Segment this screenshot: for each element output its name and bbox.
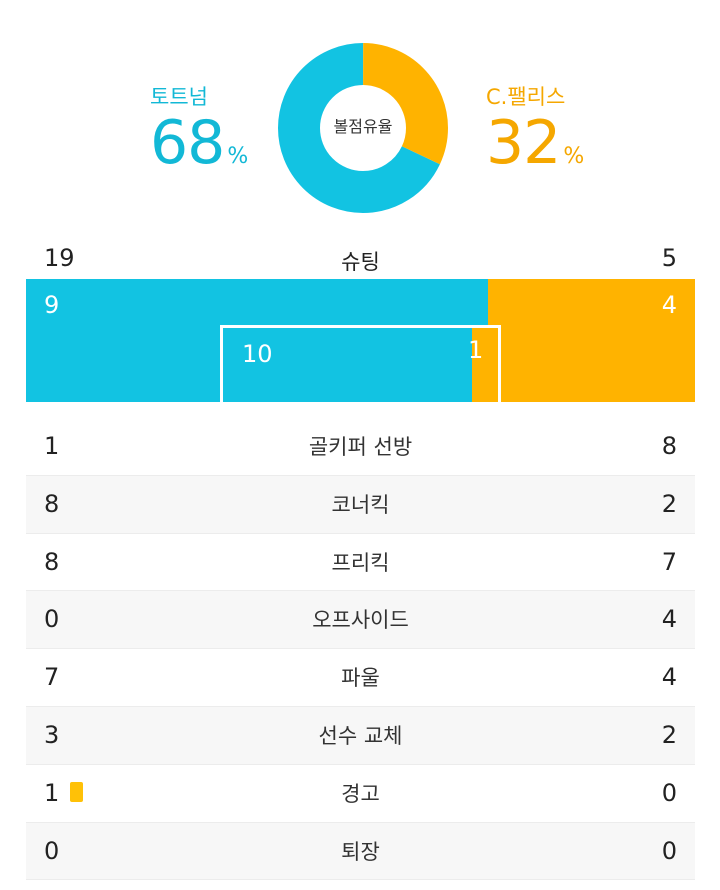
stat-label: 파울	[341, 666, 380, 691]
home-shots-total: 19	[44, 244, 75, 272]
stat-label: 퇴장	[341, 839, 380, 864]
away-stat-value: 2	[661, 489, 677, 518]
stat-row-corners: 8 코너킥 2	[26, 475, 695, 534]
penalty-box-outline	[220, 325, 501, 402]
away-stat-value: 8	[661, 432, 677, 460]
home-stat-value: 7	[44, 663, 60, 692]
home-shots-inside-box: 10	[242, 340, 273, 368]
home-stat-value: 3	[44, 720, 60, 749]
stat-row-yellow-cards: 1 경고 0	[26, 765, 695, 823]
possession-donut-chart	[278, 43, 448, 213]
home-stat-value: 0	[44, 605, 60, 634]
stat-label: 경고	[341, 781, 380, 806]
home-stat-value: 0	[44, 836, 60, 865]
away-stat-value: 4	[661, 663, 677, 692]
stat-label: 선수 교체	[318, 723, 403, 748]
shots-header: 19 슈팅 5	[26, 240, 695, 276]
away-stat-value: 7	[661, 547, 677, 576]
home-stat-value: 8	[44, 489, 60, 518]
home-possession-unit: %	[227, 144, 249, 169]
possession-section: 토트넘 68% 볼점유율 C.팰리스 32%	[0, 0, 720, 230]
home-stat-value: 8	[44, 547, 60, 576]
stat-row-substitutions: 3 선수 교체 2	[26, 706, 695, 765]
away-shots-inside-box: 1	[468, 336, 484, 364]
shots-label: 슈팅	[341, 250, 380, 274]
away-possession-arc	[278, 43, 448, 213]
home-team-name: 토트넘	[150, 85, 208, 109]
stats-table: 1 골키퍼 선방 8 8 코너킥 2 8 프리킥 7 0 오프사이드 4 7 파…	[26, 418, 695, 881]
away-possession-value: 32	[486, 108, 561, 178]
away-stat-value: 0	[661, 778, 677, 807]
away-possession: C.팰리스 32%	[486, 84, 584, 174]
away-stat-value: 2	[661, 720, 677, 749]
home-possession-arc	[278, 43, 448, 213]
stat-label: 골키퍼 선방	[308, 435, 413, 459]
home-possession: 토트넘 68%	[150, 84, 248, 174]
away-stat-value: 0	[661, 836, 677, 865]
away-shots-total: 5	[661, 244, 677, 272]
away-inside-box-area	[472, 328, 498, 402]
stat-label: 오프사이드	[312, 608, 409, 633]
away-shots-area	[488, 279, 695, 402]
stat-row-free-kicks: 8 프리킥 7	[26, 534, 695, 592]
home-stat-value: 1	[44, 778, 60, 807]
yellow-card-icon	[70, 781, 83, 802]
home-stat-value: 1	[44, 432, 60, 460]
stat-label: 코너킥	[331, 492, 390, 517]
stat-row-saves: 1 골키퍼 선방 8	[26, 418, 695, 476]
home-inside-box-area	[223, 328, 472, 402]
possession-label: 볼점유율	[333, 117, 393, 136]
home-possession-value: 68	[150, 108, 225, 178]
shot-map: 9 4 10 1	[26, 279, 695, 402]
stat-row-fouls: 7 파울 4	[26, 649, 695, 707]
away-possession-unit: %	[563, 144, 585, 169]
stat-row-red-cards: 0 퇴장 0	[26, 822, 695, 881]
stat-label: 프리킥	[331, 550, 390, 575]
away-team-name: C.팰리스	[486, 85, 566, 109]
away-stat-value: 4	[661, 605, 677, 634]
stat-row-offsides: 0 오프사이드 4	[26, 591, 695, 650]
home-shots-outside-box: 9	[44, 291, 60, 319]
away-shots-outside-box: 4	[661, 291, 677, 319]
